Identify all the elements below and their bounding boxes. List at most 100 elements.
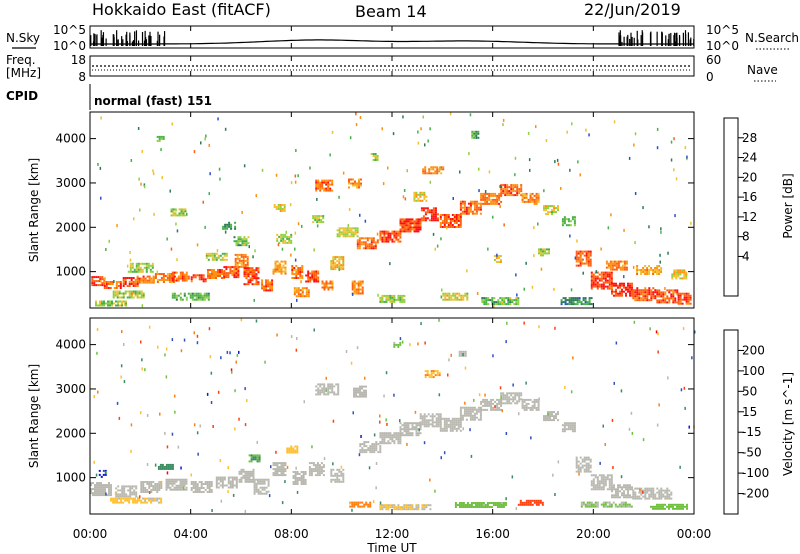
power-cells-cell-45	[677, 292, 692, 305]
vel-cells-cell-13	[353, 385, 367, 398]
power-cells-cell-56	[273, 204, 286, 212]
power-cells-cell-43	[632, 287, 657, 302]
power-cells-cell-62	[293, 287, 310, 298]
power-cells-cell-2	[122, 277, 139, 287]
vel-cells-cell-21	[500, 392, 523, 405]
y-tick-label-0-2: 3000	[55, 176, 86, 190]
y-tick-label-1-2: 3000	[55, 382, 86, 396]
vel-cbar-tick-6: -100	[742, 466, 769, 480]
power-cells-cell-25	[348, 178, 362, 189]
vel-cells-cell-4	[190, 481, 213, 493]
nsearch-label: N.Search	[745, 31, 799, 45]
velocity-colorbar-label: Velocity [m s^-1]	[781, 372, 795, 476]
x-tick-label-2: 08:00	[274, 527, 309, 541]
power-cells-cell-34	[500, 184, 523, 197]
power-cells-cell-41	[590, 271, 613, 290]
y-tick-label-0-3: 4000	[55, 132, 86, 146]
velocity-ylabel: Slant Range [km]	[27, 364, 41, 468]
vel-cells-cell-34	[349, 501, 372, 508]
y-tick-label-0-1: 2000	[55, 220, 86, 234]
power-cells-cell-48	[671, 269, 688, 280]
power-cells-cell-51	[442, 292, 469, 301]
power-cbar-tick-3: 16	[742, 190, 757, 204]
vel-cells-cell-2	[140, 481, 163, 493]
vel-cells-cell-24	[561, 422, 576, 433]
power-cells-cell-26	[336, 227, 359, 238]
power-cells-cell-44	[656, 289, 679, 304]
power-cells-cell-33	[480, 192, 503, 205]
power-cells-cell-50	[379, 294, 406, 303]
vel-cells-cell-22	[521, 398, 540, 411]
vel-cells-cell-17	[419, 413, 442, 428]
vel-cells-cell-11	[330, 468, 345, 483]
cpid-value: normal (fast) 151	[94, 94, 212, 108]
nsearch-tick-top: 10^5	[706, 23, 739, 37]
vel-cells-cell-38	[286, 445, 299, 454]
freq-tick-bottom: 8	[78, 70, 86, 84]
power-cells-cell-16	[112, 290, 145, 299]
vel-cells-cell-14	[359, 441, 382, 454]
vel-cbar-tick-1: 100	[742, 364, 765, 378]
power-cells-cell-5	[171, 271, 190, 282]
power-cells-cell-36	[543, 205, 559, 216]
power-cells-cell-49	[560, 297, 593, 306]
power-cells-cell-47	[636, 265, 663, 275]
power-cells-cell-46	[605, 260, 628, 271]
vel-cbar-tick-3: 15	[742, 405, 757, 419]
beam-title: Beam 14	[355, 2, 427, 21]
power-cells-cell-40	[575, 250, 592, 267]
nave-tick-bottom: 0	[706, 70, 714, 84]
x-tick-label-0: 00:00	[73, 527, 108, 541]
vel-cells-cell-27	[611, 484, 633, 499]
vel-cells-cell-30	[424, 370, 441, 379]
power-cells-cell-15	[321, 280, 334, 291]
x-tick-label-4: 16:00	[475, 527, 510, 541]
freq-unit-label: [MHz]	[6, 66, 41, 80]
power-cells-cell-53	[538, 248, 550, 257]
cpid-label: CPID	[6, 89, 38, 103]
nsky-tick-bottom: 10^0	[53, 39, 86, 53]
velocity-heatmap	[90, 318, 696, 513]
vel-cells-cell-10	[308, 462, 325, 477]
y-tick-label-1-3: 4000	[55, 338, 86, 352]
power-cells-cell-63	[95, 300, 127, 307]
vel-cells-cell-23	[543, 411, 559, 422]
vel-cells-cell-16	[399, 422, 422, 437]
power-cells-cell-9	[234, 253, 249, 268]
vel-cells-cell-40	[517, 499, 544, 506]
vel-cbar-tick-0: 200	[742, 343, 765, 357]
power-cells-cell-60	[156, 135, 165, 142]
power-ylabel: Slant Range [km]	[27, 158, 41, 262]
power-cbar-tick-5: 8	[742, 230, 750, 244]
power-colorbar: 28 24 20 16 12 8 4	[723, 117, 757, 297]
power-cells-cell-39	[413, 191, 428, 202]
power-cells-cell-17	[171, 292, 210, 301]
vel-cbar-tick-5: -50	[742, 446, 762, 460]
power-cells-cell-20	[233, 236, 250, 247]
power-cells-cell-11	[261, 279, 274, 292]
vel-cells-cell-32	[580, 501, 633, 508]
power-cells-cell-37	[561, 216, 576, 227]
power-cells-cell-14	[305, 270, 320, 283]
power-cells-cell-29	[399, 218, 422, 233]
vel-cells-cell-6	[238, 468, 255, 483]
power-colorbar-label: Power [dB]	[781, 173, 795, 238]
power-cells-cell-12	[272, 260, 287, 275]
vel-cells-cell-12	[315, 383, 340, 396]
power-cells-cell-19	[205, 252, 228, 261]
vel-cbar-tick-4: -15	[742, 425, 762, 439]
y-tick-label-0-0: 1000	[55, 265, 86, 279]
freq-tick-top: 18	[71, 53, 86, 67]
power-cells-cell-21	[276, 233, 293, 244]
nsearch-tick-bottom: 10^0	[706, 39, 739, 53]
power-cells-cell-1	[103, 281, 122, 289]
x-tick-label-5: 20:00	[576, 527, 611, 541]
power-cells-cell-10	[243, 267, 260, 286]
vel-cells-cell-29	[656, 487, 673, 500]
x-axis-label: Time UT	[366, 541, 417, 554]
power-cells-cell-59	[471, 130, 480, 139]
vel-cells-cell-0	[90, 482, 112, 497]
nave-tick-top: 60	[706, 53, 721, 67]
power-cbar-tick-2: 20	[742, 170, 757, 184]
vel-cells-cell-39	[157, 463, 174, 470]
